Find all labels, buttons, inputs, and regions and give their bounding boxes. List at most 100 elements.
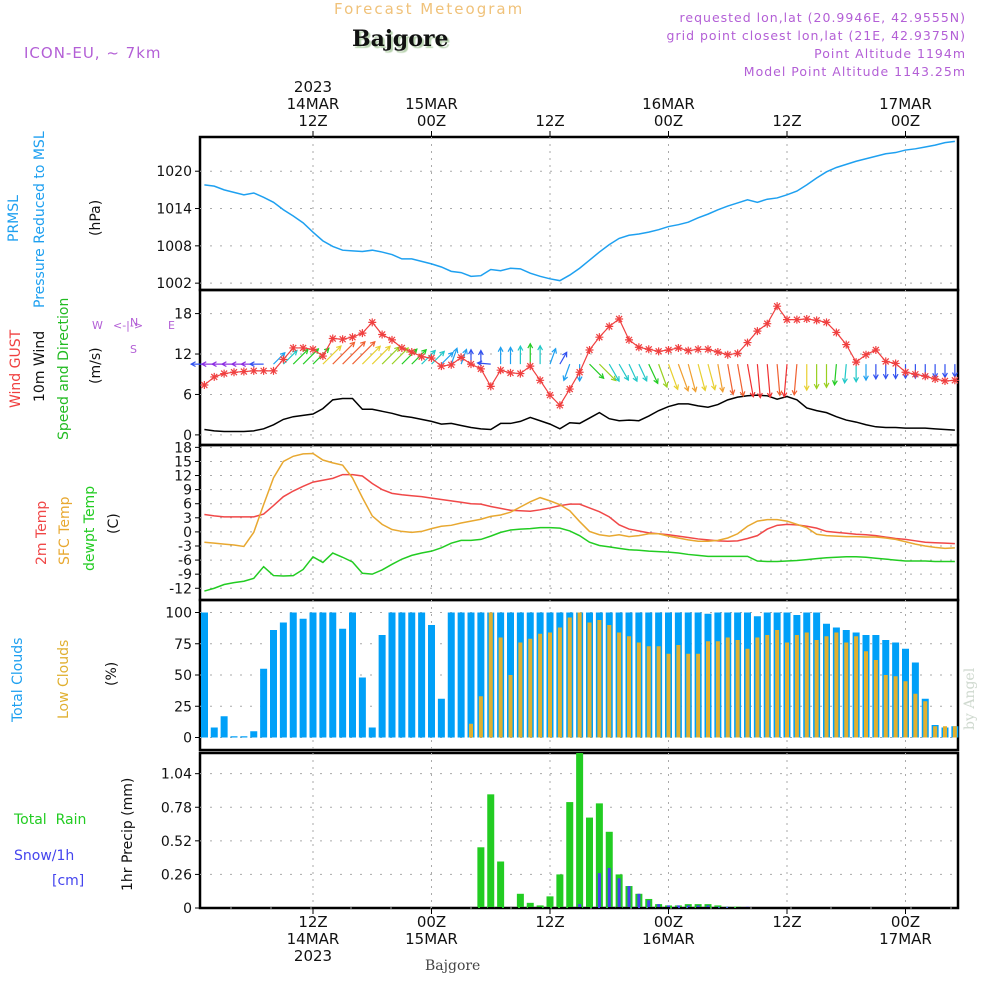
gust-marker [605,322,614,331]
low-cloud-bar [785,642,789,738]
wind-arrow [563,363,571,381]
total-cloud-bar [408,612,416,738]
rain-bar [526,902,534,908]
low-cloud-bar [706,641,710,738]
wind-arrow-head [729,389,736,396]
snow-bar [637,893,641,908]
low-cloud-bar [498,637,503,738]
gust-marker [239,367,248,376]
low-cloud-bar [538,633,543,738]
wind-arrow-head [189,361,196,368]
ytick-label: 0 [183,428,192,444]
rain-bar [516,893,524,908]
wind-arrow [371,345,391,365]
bottom-axis-label: 00Z 15MAR [405,914,458,948]
wind-arrow [707,363,716,390]
gust-marker [644,345,653,354]
ytick-label: 6 [183,387,192,403]
ytick-label: 15 [174,454,192,470]
wind-arrow-head [902,373,909,380]
wind-arrow-head [507,346,514,353]
gust-marker [496,366,505,375]
snow-bar [578,904,582,908]
precip-rain-label: Total Rain [14,812,87,828]
wind-arrow [292,348,309,365]
wind-arrow-head [430,349,437,356]
wind-arrow-head [766,392,773,399]
wind-arrow-head [882,373,889,380]
gust-marker [200,381,209,390]
rain-bar [487,794,495,908]
wind-arrow [727,364,734,395]
bottom-axis-label: 00Z 17MAR [879,914,932,948]
top-axis-label: 12Z [535,113,564,130]
model-point-altitude: Model Point Altitude 1143.25m [743,64,966,79]
wind-arrow-head [662,382,669,389]
wind-arrow [549,348,557,365]
total-cloud-bar [418,612,426,738]
low-cloud-bar [646,646,651,738]
gust-marker [269,366,278,375]
grid-point-coords: grid point closest lon,lat (21E, 42.9375… [666,28,966,43]
wind-arrow [737,364,744,397]
wind-arrow-head [691,386,698,393]
wind-arrow [783,364,788,397]
low-cloud-bar [627,636,631,738]
gust-marker [575,368,584,377]
wind-arrow [677,363,689,392]
model-label: ICON-EU, ~ 7km [24,44,162,62]
low-cloud-bar [814,640,819,738]
low-cloud-bar [804,632,809,738]
wind-arrow-head [200,361,207,368]
wind-arrow-head [562,351,568,358]
wind-arrow [332,341,355,365]
gust-marker [595,333,604,342]
panel-0: 1002 1008 1014 1020 [156,135,960,292]
snow-bar [607,867,611,908]
gust-marker [842,340,851,349]
wind-arrow [793,364,798,395]
wind-arrow-head [673,384,680,391]
total-cloud-bar [319,612,327,738]
low-cloud-bar [735,640,740,738]
total-cloud-bar [437,698,445,738]
bottom-axis-label: 00Z 16MAR [642,914,695,948]
wind-arrow-head [710,384,717,391]
precip-snow-unit: [cm] [52,873,85,889]
panel-frame [198,135,960,292]
total-cloud-bar [289,612,297,738]
rain-bar [566,802,574,908]
low-cloud-bar [557,627,562,738]
wind-arrow-head [468,348,474,355]
low-cloud-bar [854,636,859,738]
snow-bar [676,905,680,908]
gust-marker [733,349,742,358]
snow-bar [686,905,690,908]
gust-marker [664,345,673,354]
wind-arrow [844,364,847,383]
wind-arrow-head [803,385,810,392]
wind-arrow-head [323,347,330,354]
gust-marker [368,318,377,327]
gust-marker [309,345,317,354]
low-cloud-bar [518,642,523,738]
axis-label-line: 16MAR [642,95,695,113]
wind-arrow [608,363,620,382]
total-cloud-bar [378,635,386,738]
wind-arrow-head [791,389,798,397]
total-cloud-bar [210,727,218,738]
ytick-label: 75 [174,637,192,653]
wind-arrow-head [701,385,707,392]
gust-marker [694,345,703,354]
gust-marker [881,357,890,366]
low-cloud-bar [567,617,572,738]
axis-label-line: 15MAR [405,930,458,948]
wind-arrow-head [892,373,899,380]
gust-marker [585,345,594,354]
wind-arrow-head [719,386,725,393]
low-cloud-bar [469,723,473,738]
gust-marker [802,314,811,323]
snow-bar [696,905,700,908]
gust-marker [812,316,821,325]
low-cloud-bar [903,681,908,738]
